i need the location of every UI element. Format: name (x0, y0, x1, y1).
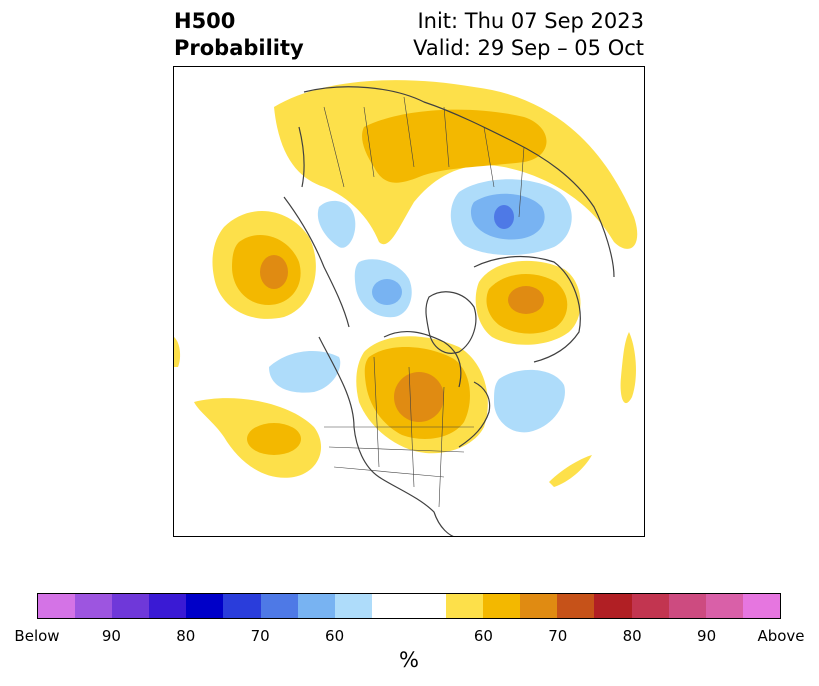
colorbar-above-segment-5 (631, 594, 669, 618)
above-region-east-edge (620, 332, 636, 404)
colorbar-above-segment-6 (668, 594, 706, 618)
colorbar-below-segment-4 (186, 594, 224, 618)
colorbar-tick-0: Below (14, 627, 60, 645)
colorbar-below-segment-6 (260, 594, 298, 618)
colorbar-tick-1: 90 (101, 627, 121, 645)
above-region-north-core (362, 109, 547, 183)
colorbar-above-segment-8 (742, 594, 780, 618)
border-lines (323, 96, 525, 508)
colorbar-below-segment-0 (38, 594, 76, 618)
colorbar-above-segment-4 (594, 594, 632, 618)
title-line-2: Probability (174, 36, 304, 60)
map-canvas (174, 80, 638, 536)
colorbar-below-segment-2 (112, 594, 150, 618)
colorbar-below-segment-3 (149, 594, 187, 618)
colorbar-tick-6: 70 (548, 627, 568, 645)
coastlines (283, 86, 615, 536)
colorbar-tick-8: 90 (697, 627, 717, 645)
colorbar-above-segment-1 (483, 594, 521, 618)
below-region-arctic-core (494, 205, 514, 229)
colorbar-tick-4: 60 (325, 627, 345, 645)
colorbar-above-segment-0 (446, 594, 484, 618)
colorbar-unit-label: % (399, 648, 419, 672)
coastline-north-america (318, 331, 491, 536)
colorbar-above-segment-3 (557, 594, 595, 618)
colorbar-below-segment-8 (334, 594, 372, 618)
colorbar-tick-3: 70 (250, 627, 270, 645)
probability-map (173, 66, 645, 537)
colorbar-neutral-segment (371, 594, 447, 618)
coastline-eurasia (303, 86, 615, 363)
colorbar-below-segment-7 (297, 594, 335, 618)
colorbar-above-segment-2 (520, 594, 558, 618)
coastline-alaska (283, 126, 350, 328)
date-info: Init: Thu 07 Sep 2023 Valid: 29 Sep – 05… (413, 8, 644, 62)
above-region-europe-core (508, 286, 544, 314)
colorbar-above-segment-7 (705, 594, 743, 618)
coastline-greenland (425, 291, 477, 354)
below-region-bering (317, 200, 356, 248)
above-region-canada-core (394, 372, 444, 422)
above-region-atlantic-tail (549, 455, 592, 487)
above-region-subtropical-pacific-core (247, 423, 301, 455)
title-line-1: H500 (174, 9, 236, 33)
colorbar-tick-9: Above (757, 627, 805, 645)
probability-shading (174, 80, 638, 487)
colorbar-below-segment-5 (223, 594, 261, 618)
colorbar-tick-2: 80 (176, 627, 196, 645)
colorbar-tick-5: 60 (473, 627, 493, 645)
below-region-pacific (269, 351, 341, 393)
valid-range: Valid: 29 Sep – 05 Oct (413, 36, 644, 60)
above-region-pacific-core (260, 255, 288, 289)
color-legend (37, 593, 781, 619)
colorbar-below-segment-1 (75, 594, 113, 618)
colorbar-tick-7: 80 (622, 627, 642, 645)
above-region-west-edge (174, 337, 181, 367)
init-date: Init: Thu 07 Sep 2023 (417, 9, 644, 33)
below-region-alaska-core (372, 279, 402, 305)
below-region-atlantic (494, 369, 565, 433)
map-title: H500 Probability (174, 8, 304, 62)
